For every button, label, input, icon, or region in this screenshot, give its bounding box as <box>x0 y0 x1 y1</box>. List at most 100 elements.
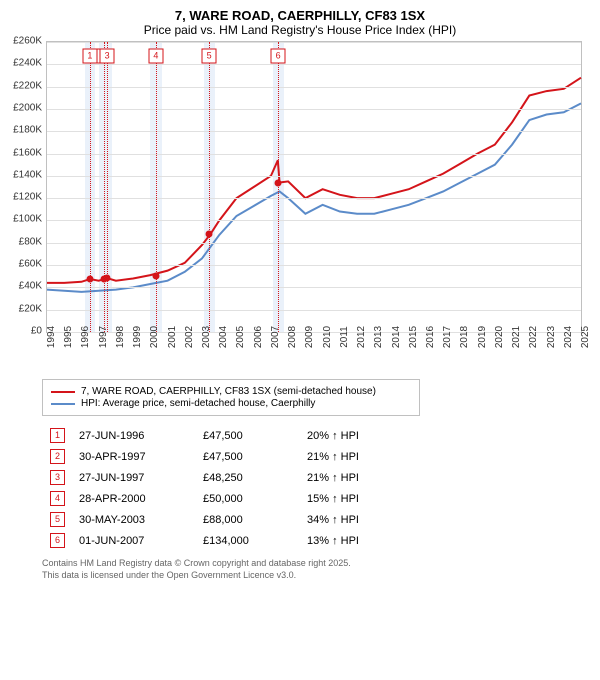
x-tick-label: 2006 <box>253 326 264 348</box>
sale-price: £47,500 <box>197 426 299 445</box>
y-tick-label: £20K <box>2 303 42 314</box>
chart-lines <box>47 42 581 332</box>
y-tick-label: £180K <box>2 125 42 136</box>
x-tick-label: 2021 <box>511 326 522 348</box>
sale-price: £48,250 <box>197 468 299 487</box>
gridline-h <box>47 198 581 199</box>
footer-line2: This data is licensed under the Open Gov… <box>42 570 600 582</box>
table-row: 428-APR-2000£50,00015% ↑ HPI <box>44 489 365 508</box>
title-address: 7, WARE ROAD, CAERPHILLY, CF83 1SX <box>4 8 596 23</box>
gridline-h <box>47 176 581 177</box>
table-row: 5 30-MAY-2003£88,00034% ↑ HPI <box>44 510 365 529</box>
x-tick-label: 2002 <box>184 326 195 348</box>
x-tick-label: 2008 <box>287 326 298 348</box>
sale-point <box>152 273 159 280</box>
sale-marker: 6 <box>271 49 286 64</box>
x-tick-label: 1997 <box>98 326 109 348</box>
gridline-h <box>47 243 581 244</box>
sale-num-box: 5 <box>50 512 65 527</box>
sale-num-box: 2 <box>50 449 65 464</box>
sale-date: 27-JUN-1996 <box>73 426 195 445</box>
x-tick-label: 2007 <box>270 326 281 348</box>
gridline-h <box>47 87 581 88</box>
table-row: 601-JUN-2007£134,00013% ↑ HPI <box>44 531 365 550</box>
sale-pct: 15% ↑ HPI <box>301 489 365 508</box>
sale-date: 30-APR-1997 <box>73 447 195 466</box>
sale-point <box>104 275 111 282</box>
y-tick-label: £200K <box>2 102 42 113</box>
gridline-h <box>47 42 581 43</box>
gridline-h <box>47 131 581 132</box>
sale-guideline <box>104 42 105 332</box>
sale-marker: 4 <box>148 49 163 64</box>
x-tick-label: 1994 <box>46 326 57 348</box>
x-tick-label: 2017 <box>442 326 453 348</box>
y-tick-label: £0 <box>2 326 42 337</box>
x-tick-label: 2010 <box>322 326 333 348</box>
sale-price: £88,000 <box>197 510 299 529</box>
sale-pct: 34% ↑ HPI <box>301 510 365 529</box>
gridline-h <box>47 109 581 110</box>
x-tick-label: 2009 <box>304 326 315 348</box>
x-tick-label: 2019 <box>477 326 488 348</box>
sale-point <box>275 179 282 186</box>
x-tick-label: 2012 <box>356 326 367 348</box>
y-tick-label: £240K <box>2 58 42 69</box>
sale-num-box: 3 <box>50 470 65 485</box>
gridline-h <box>47 287 581 288</box>
plot-area: 123456 <box>46 41 582 333</box>
y-tick-label: £260K <box>2 36 42 47</box>
legend: 7, WARE ROAD, CAERPHILLY, CF83 1SX (semi… <box>42 379 420 416</box>
sale-guideline <box>278 42 279 332</box>
gridline-h <box>47 220 581 221</box>
sale-pct: 13% ↑ HPI <box>301 531 365 550</box>
sale-num-cell: 2 <box>44 447 71 466</box>
sale-marker: 1 <box>82 49 97 64</box>
x-tick-label: 2024 <box>563 326 574 348</box>
x-tick-label: 2004 <box>218 326 229 348</box>
y-tick-label: £80K <box>2 236 42 247</box>
x-tick-label: 2022 <box>528 326 539 348</box>
sale-marker: 3 <box>100 49 115 64</box>
gridline-h <box>47 310 581 311</box>
sale-guideline <box>156 42 157 332</box>
table-row: 1 27-JUN-1996£47,50020% ↑ HPI <box>44 426 365 445</box>
sale-date: 28-APR-2000 <box>73 489 195 508</box>
sale-date: 30-MAY-2003 <box>73 510 195 529</box>
x-tick-label: 1995 <box>63 326 74 348</box>
legend-label-hpi: HPI: Average price, semi-detached house,… <box>81 398 315 409</box>
sale-price: £47,500 <box>197 447 299 466</box>
x-tick-label: 2003 <box>201 326 212 348</box>
gridline-h <box>47 154 581 155</box>
sale-num-box: 6 <box>50 533 65 548</box>
y-tick-label: £120K <box>2 192 42 203</box>
sale-num-cell: 4 <box>44 489 71 508</box>
sale-point <box>206 230 213 237</box>
sales-table: 1 27-JUN-1996£47,50020% ↑ HPI 2 30-APR-1997… <box>42 424 367 552</box>
x-tick-label: 2015 <box>408 326 419 348</box>
y-tick-label: £100K <box>2 214 42 225</box>
sale-guideline <box>209 42 210 332</box>
gridline-h <box>47 64 581 65</box>
sale-pct: 20% ↑ HPI <box>301 426 365 445</box>
x-tick-label: 1999 <box>132 326 143 348</box>
sale-num-box: 1 <box>50 428 65 443</box>
sale-num-cell: 1 <box>44 426 71 445</box>
sale-guideline <box>90 42 91 332</box>
legend-item-hpi: HPI: Average price, semi-detached house,… <box>51 398 411 409</box>
sale-point <box>86 276 93 283</box>
legend-label-property: 7, WARE ROAD, CAERPHILLY, CF83 1SX (semi… <box>81 386 376 397</box>
x-tick-label: 2014 <box>391 326 402 348</box>
x-tick-label: 2018 <box>459 326 470 348</box>
footer-line1: Contains HM Land Registry data © Crown c… <box>42 558 600 570</box>
title-subtitle: Price paid vs. HM Land Registry's House … <box>4 23 596 37</box>
legend-item-property: 7, WARE ROAD, CAERPHILLY, CF83 1SX (semi… <box>51 386 411 397</box>
y-tick-label: £60K <box>2 259 42 270</box>
y-tick-label: £140K <box>2 169 42 180</box>
sale-num-box: 4 <box>50 491 65 506</box>
sale-date: 27-JUN-1997 <box>73 468 195 487</box>
x-tick-label: 2013 <box>373 326 384 348</box>
legend-swatch-property <box>51 391 75 393</box>
x-tick-label: 2016 <box>425 326 436 348</box>
chart: 123456 £0£20K£40K£60K£80K£100K£120K£140K… <box>40 41 600 371</box>
